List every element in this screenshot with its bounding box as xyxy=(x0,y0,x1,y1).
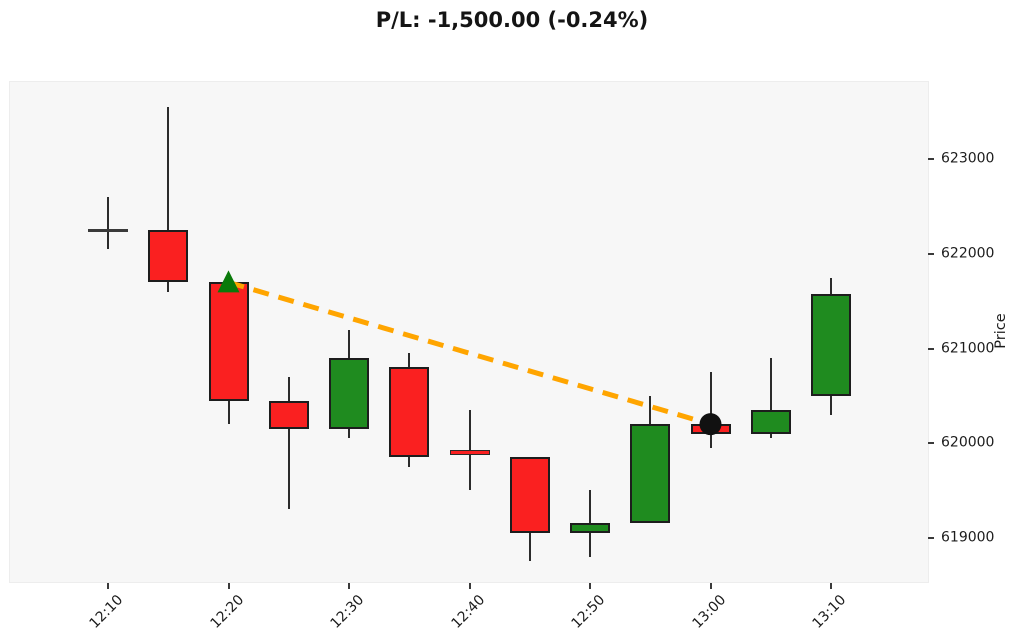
candle-12:30 xyxy=(329,357,369,429)
candle-13:10 xyxy=(811,293,851,396)
candle-wick-13:00 xyxy=(709,372,712,448)
candle-wick-12:10 xyxy=(107,197,109,250)
candle-12:10 xyxy=(88,228,128,232)
x-tick-label: 12:30 xyxy=(327,592,368,632)
candle-12:20 xyxy=(208,282,249,401)
x-tick-label: 12:10 xyxy=(86,592,127,632)
x-tick-mark xyxy=(348,583,350,589)
candle-wick-13:05 xyxy=(769,357,772,439)
y-tick-mark xyxy=(928,347,934,350)
candle-13:00 xyxy=(690,424,731,434)
candle-12:45 xyxy=(509,457,550,533)
chart-title: P/L: -1,500.00 (-0.24%) xyxy=(375,8,649,32)
y-axis-label: Price xyxy=(993,313,1009,349)
y-tick-label: 623000 xyxy=(941,151,995,168)
x-tick-mark xyxy=(830,583,832,589)
y-tick-mark xyxy=(928,536,934,539)
x-tick-label: 12:20 xyxy=(206,592,247,632)
y-tick-label: 621000 xyxy=(941,340,995,357)
x-tick-mark xyxy=(589,583,591,589)
candle-12:15 xyxy=(148,230,189,283)
candle-12:40 xyxy=(449,450,490,456)
x-tick-mark xyxy=(468,583,471,589)
candle-12:55 xyxy=(630,424,671,524)
x-tick-label: 12:50 xyxy=(568,592,609,632)
x-tick-mark xyxy=(709,583,712,589)
y-tick-label: 619000 xyxy=(941,529,995,546)
y-tick-label: 622000 xyxy=(941,245,995,262)
candle-12:25 xyxy=(268,400,309,429)
x-tick-label: 13:00 xyxy=(688,592,729,632)
y-tick-mark xyxy=(928,158,934,161)
x-tick-label: 12:40 xyxy=(447,592,488,632)
x-tick-label: 13:10 xyxy=(809,592,850,632)
y-tick-mark xyxy=(928,442,934,445)
candle-wick-12:25 xyxy=(287,376,290,510)
y-tick-label: 620000 xyxy=(941,434,995,451)
x-tick-mark xyxy=(107,583,109,589)
candle-wick-12:15 xyxy=(167,107,170,292)
candle-12:50 xyxy=(570,523,610,533)
candle-wick-12:50 xyxy=(589,490,591,557)
x-tick-mark xyxy=(227,583,230,589)
plot-area xyxy=(9,81,929,583)
candle-13:05 xyxy=(750,409,791,434)
candle-12:35 xyxy=(389,367,430,458)
y-tick-mark xyxy=(928,253,934,255)
